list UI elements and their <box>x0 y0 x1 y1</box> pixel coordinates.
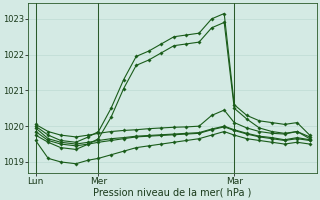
X-axis label: Pression niveau de la mer( hPa ): Pression niveau de la mer( hPa ) <box>93 187 252 197</box>
